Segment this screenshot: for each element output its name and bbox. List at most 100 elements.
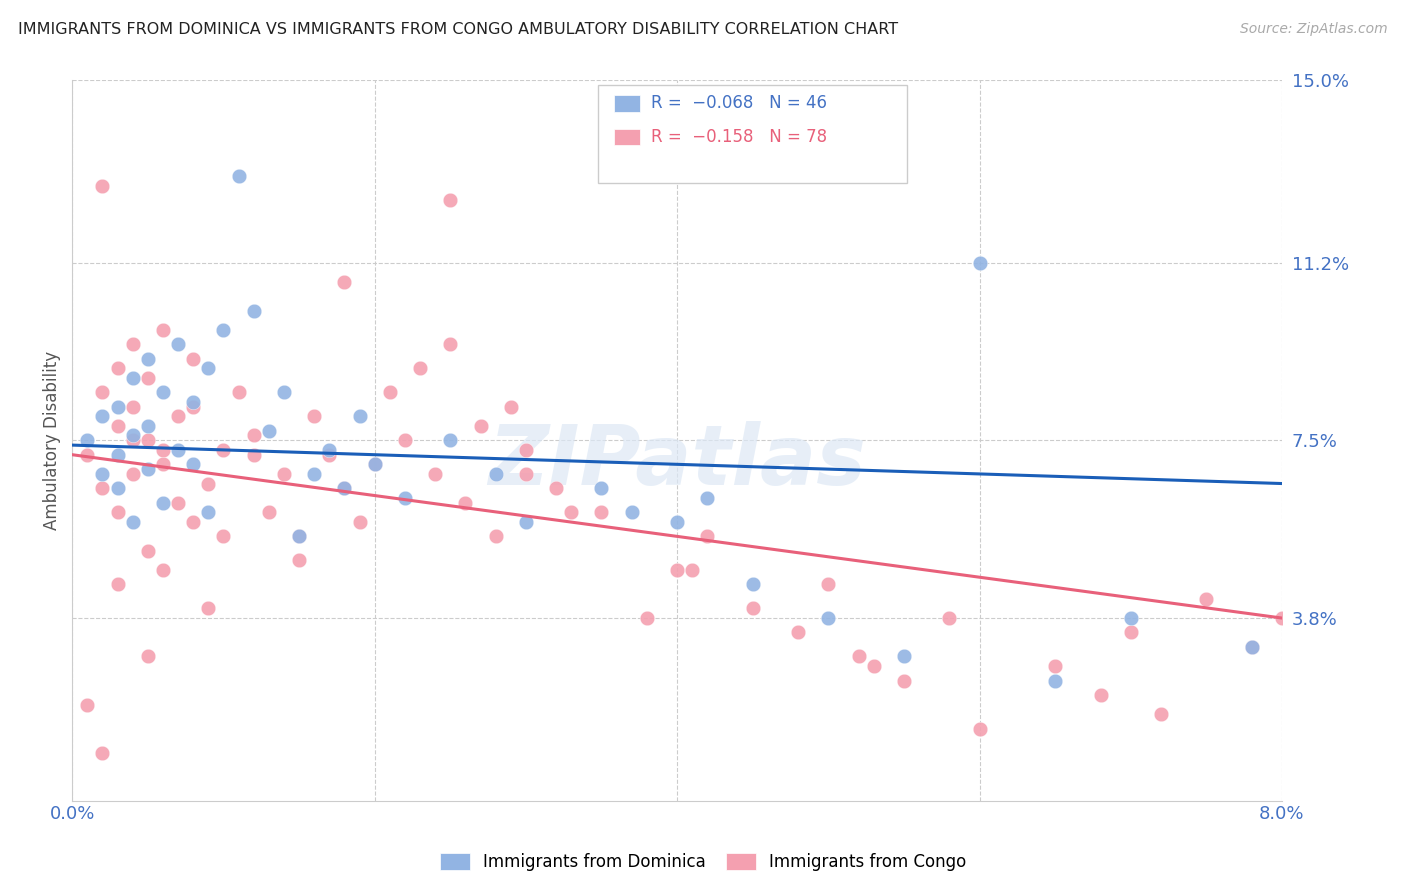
- Point: [439, 337, 461, 351]
- Point: [938, 611, 960, 625]
- Point: [1043, 673, 1066, 688]
- Point: [470, 418, 492, 433]
- Point: [591, 481, 613, 495]
- Point: [454, 496, 477, 510]
- Point: [91, 409, 114, 424]
- Point: [136, 371, 159, 385]
- Point: [394, 491, 416, 505]
- Point: [181, 395, 204, 409]
- Point: [969, 722, 991, 736]
- Point: [242, 448, 264, 462]
- Point: [91, 481, 114, 495]
- Point: [136, 418, 159, 433]
- Point: [591, 505, 613, 519]
- Point: [409, 361, 432, 376]
- Point: [152, 385, 174, 400]
- Point: [499, 400, 522, 414]
- Point: [696, 529, 718, 543]
- Point: [121, 337, 143, 351]
- Point: [1195, 591, 1218, 606]
- Point: [741, 577, 763, 591]
- Point: [91, 467, 114, 481]
- Point: [152, 442, 174, 457]
- Point: [152, 458, 174, 472]
- Point: [121, 371, 143, 385]
- Point: [620, 505, 643, 519]
- Point: [152, 323, 174, 337]
- Point: [167, 496, 190, 510]
- Point: [288, 529, 311, 543]
- Point: [1119, 611, 1142, 625]
- Point: [423, 467, 446, 481]
- Point: [107, 418, 129, 433]
- Point: [121, 515, 143, 529]
- Point: [107, 361, 129, 376]
- Text: ZIPatlas: ZIPatlas: [488, 421, 866, 502]
- Point: [121, 434, 143, 448]
- Point: [318, 448, 340, 462]
- Point: [167, 409, 190, 424]
- Point: [136, 543, 159, 558]
- Point: [1043, 659, 1066, 673]
- Point: [696, 491, 718, 505]
- Point: [107, 577, 129, 591]
- Point: [197, 361, 219, 376]
- Point: [394, 434, 416, 448]
- Point: [363, 458, 385, 472]
- Point: [121, 428, 143, 442]
- Text: IMMIGRANTS FROM DOMINICA VS IMMIGRANTS FROM CONGO AMBULATORY DISABILITY CORRELAT: IMMIGRANTS FROM DOMINICA VS IMMIGRANTS F…: [18, 22, 898, 37]
- Point: [228, 169, 250, 183]
- Point: [91, 178, 114, 193]
- Point: [546, 481, 568, 495]
- Point: [91, 385, 114, 400]
- Point: [1119, 625, 1142, 640]
- Point: [969, 255, 991, 269]
- Point: [136, 462, 159, 476]
- Point: [76, 698, 98, 712]
- Text: R =  −0.068   N = 46: R = −0.068 N = 46: [651, 95, 827, 112]
- Point: [91, 746, 114, 760]
- Point: [288, 529, 311, 543]
- Legend: Immigrants from Dominica, Immigrants from Congo: Immigrants from Dominica, Immigrants fro…: [432, 845, 974, 880]
- Point: [107, 400, 129, 414]
- Point: [121, 467, 143, 481]
- Point: [666, 563, 689, 577]
- Point: [76, 448, 98, 462]
- Point: [107, 448, 129, 462]
- Point: [197, 476, 219, 491]
- Point: [848, 649, 870, 664]
- Point: [817, 577, 839, 591]
- Point: [197, 505, 219, 519]
- Point: [741, 601, 763, 615]
- Point: [485, 529, 508, 543]
- Point: [273, 385, 295, 400]
- Point: [257, 424, 280, 438]
- Point: [181, 400, 204, 414]
- Point: [181, 351, 204, 366]
- Point: [893, 649, 915, 664]
- Point: [1240, 640, 1263, 654]
- Point: [228, 385, 250, 400]
- Point: [1271, 611, 1294, 625]
- Point: [893, 673, 915, 688]
- Point: [349, 409, 371, 424]
- Point: [1240, 640, 1263, 654]
- Point: [152, 563, 174, 577]
- Point: [302, 467, 325, 481]
- Point: [107, 505, 129, 519]
- Point: [167, 337, 190, 351]
- Text: Source: ZipAtlas.com: Source: ZipAtlas.com: [1240, 22, 1388, 37]
- Point: [378, 385, 401, 400]
- Point: [181, 515, 204, 529]
- Point: [197, 601, 219, 615]
- Point: [681, 563, 703, 577]
- Point: [1150, 707, 1173, 722]
- Point: [560, 505, 582, 519]
- Point: [257, 505, 280, 519]
- Point: [349, 515, 371, 529]
- Point: [136, 649, 159, 664]
- Point: [515, 515, 537, 529]
- Point: [302, 409, 325, 424]
- Point: [273, 467, 295, 481]
- Point: [439, 434, 461, 448]
